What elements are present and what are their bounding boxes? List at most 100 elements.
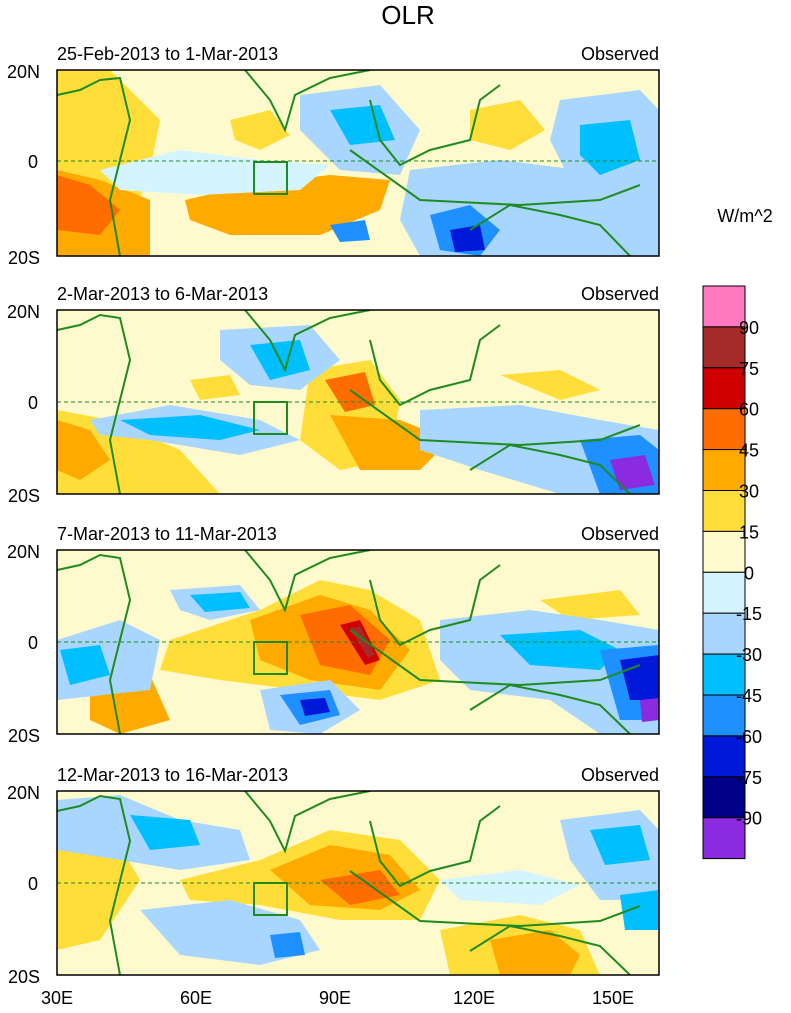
colorbar-swatch: [702, 653, 746, 696]
colorbar-label: 15: [739, 522, 759, 542]
indonesia-coastline: [349, 870, 641, 928]
australia-coastline: [469, 924, 631, 975]
positive-anomaly: [230, 110, 290, 150]
map-frame: [56, 309, 660, 495]
lat-label-south: 20S: [8, 248, 40, 268]
colorbar-swatch: [702, 285, 746, 328]
positive-anomaly: [325, 372, 375, 412]
colorbar-swatch: [702, 817, 746, 860]
colorbar-swatch: [702, 612, 746, 655]
lat-label-north: 20N: [7, 783, 40, 803]
lon-label: 120E: [453, 988, 495, 1008]
asia-coastline: [244, 70, 371, 133]
panel-tag: Observed: [581, 284, 659, 304]
positive-anomaly: [540, 590, 640, 620]
target-box: [253, 161, 288, 195]
panel-tag: Observed: [581, 524, 659, 544]
coastlines-3: [57, 550, 641, 734]
lon-axis: 30E 60E 90E 120E 150E: [41, 988, 634, 1008]
africa-coastline: [57, 313, 132, 494]
colorbar-label: 45: [739, 441, 759, 461]
negative-anomaly: [620, 655, 659, 700]
lat-label-south: 20S: [8, 726, 40, 746]
coastlines-2: [57, 310, 641, 494]
colorbar-label: 60: [739, 400, 759, 420]
colorbar-swatch: [702, 408, 746, 451]
panel-tag: Observed: [581, 44, 659, 64]
indonesia-coastline: [349, 629, 641, 687]
negative-anomaly: [330, 220, 370, 242]
lon-label: 30E: [41, 988, 73, 1008]
negative-anomaly: [440, 610, 659, 734]
lat-label-equator: 0: [28, 393, 38, 413]
lat-label-south: 20S: [8, 967, 40, 987]
australia-coastline: [469, 203, 631, 256]
negative-anomaly: [620, 890, 659, 930]
asia-coastline: [244, 791, 371, 854]
map-frame: [56, 69, 660, 257]
positive-anomaly: [500, 370, 600, 400]
coastlines-1: [57, 70, 641, 256]
lat-label-north: 20N: [7, 62, 40, 82]
lat-label-equator: 0: [28, 874, 38, 894]
map-frame: [56, 549, 660, 735]
panel-period: 25-Feb-2013 to 1-Mar-2013: [57, 44, 278, 64]
panel-tag: Observed: [581, 765, 659, 785]
colorbar: 90 75 60 45 30 15 0 -15 -30 -45 -60 -75 -90: [702, 285, 762, 860]
colorbar-swatch: [702, 367, 746, 410]
lat-label-north: 20N: [7, 302, 40, 322]
indonesia-coastline: [349, 149, 641, 207]
negative-anomaly: [190, 592, 250, 612]
asia-coastline: [244, 550, 371, 613]
africa-coastline: [57, 553, 132, 734]
colorbar-label: -15: [736, 604, 762, 624]
lat-label-north: 20N: [7, 542, 40, 562]
colorbar-label: 75: [739, 359, 759, 379]
colorbar-label: -30: [736, 645, 762, 665]
africa-coastline: [57, 794, 132, 975]
negative-anomaly: [270, 932, 305, 958]
colorbar-label: -45: [736, 686, 762, 706]
positive-anomaly: [190, 375, 240, 400]
australia-coastline: [469, 443, 631, 494]
positive-anomaly: [470, 100, 545, 150]
lon-label: 150E: [592, 988, 634, 1008]
negative-anomaly: [130, 815, 200, 850]
colorbar-swatch: [702, 735, 746, 778]
positive-anomaly: [490, 930, 580, 975]
colorbar-swatch: [702, 571, 746, 614]
colorbar-swatch: [702, 694, 746, 737]
negative-anomaly: [60, 645, 110, 685]
map-panel-4: 12-Mar-2013 to 16-Mar-2013 Observed 20N …: [7, 765, 660, 987]
colorbar-label: -60: [736, 727, 762, 747]
asia-coastline: [369, 84, 501, 167]
colorbar-swatch: [702, 490, 746, 532]
positive-anomaly: [57, 830, 140, 950]
olr-field-1: [57, 70, 659, 256]
australia-coastline: [469, 683, 631, 734]
asia-coastline: [369, 805, 501, 888]
colorbar-label: 0: [744, 563, 754, 583]
colorbar-swatch: [702, 776, 746, 819]
negative-anomaly: [300, 698, 330, 716]
indonesia-coastline: [349, 389, 641, 447]
negative-anomaly: [610, 455, 655, 490]
map-panel-3: 7-Mar-2013 to 11-Mar-2013 Observed 20N 0…: [7, 524, 660, 746]
panel-period: 12-Mar-2013 to 16-Mar-2013: [57, 765, 288, 785]
figure-title: OLR: [381, 0, 434, 30]
colorbar-unit: W/m^2: [717, 206, 772, 226]
lat-label-equator: 0: [28, 633, 38, 653]
negative-anomaly: [590, 825, 650, 865]
colorbar-label: 90: [739, 318, 759, 338]
asia-coastline: [369, 564, 501, 647]
negative-anomaly: [640, 698, 659, 722]
colorbar-label: -90: [736, 809, 762, 829]
asia-coastline: [244, 310, 371, 373]
negative-anomaly: [440, 870, 580, 905]
negative-anomaly: [500, 630, 620, 670]
asia-coastline: [369, 324, 501, 407]
colorbar-swatch: [702, 449, 746, 492]
map-frame: [56, 790, 660, 976]
positive-anomaly: [57, 175, 120, 235]
